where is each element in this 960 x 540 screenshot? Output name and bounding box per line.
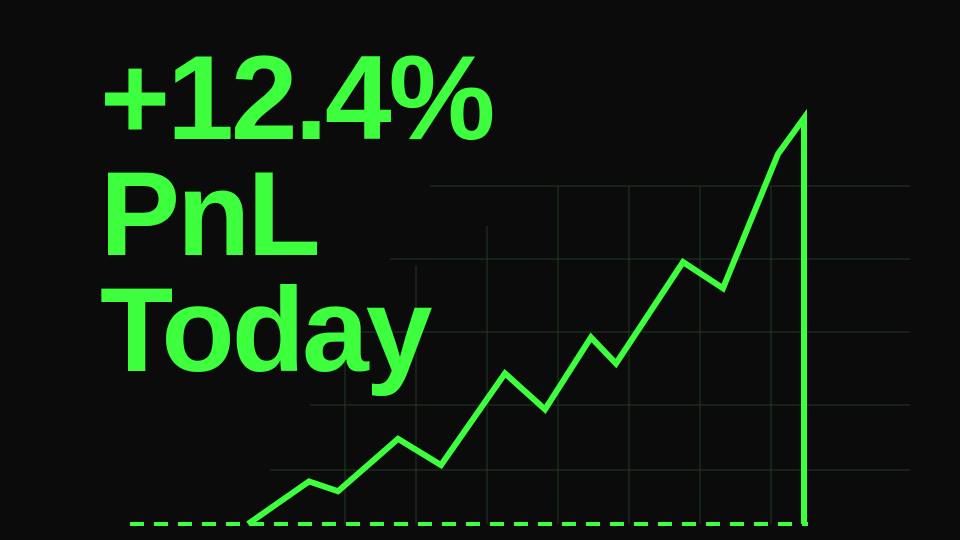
- headline-period-label: Today: [100, 263, 432, 397]
- headline-pnl-value: +12.4%: [100, 31, 495, 165]
- headline: +12.4% PnL Today: [100, 31, 495, 397]
- headline-pnl-label: PnL: [100, 147, 321, 281]
- series-line-pnl: [246, 108, 807, 527]
